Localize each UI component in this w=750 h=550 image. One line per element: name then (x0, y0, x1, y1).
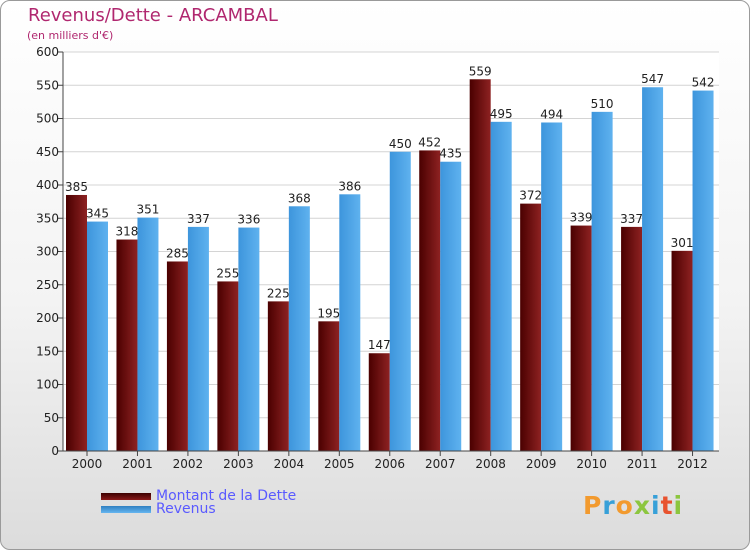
data-label-revenus: 450 (389, 137, 412, 151)
bar-dette (368, 353, 390, 451)
bar-revenus (692, 90, 714, 451)
legend-swatch-dette (101, 492, 151, 500)
bar-dette (671, 250, 693, 451)
bar-revenus (339, 194, 361, 451)
y-tick-label: 300 (36, 245, 59, 259)
logo-letter: i (651, 491, 661, 520)
y-tick-label: 450 (36, 145, 59, 159)
bar-dette (419, 150, 441, 452)
bar-revenus (187, 226, 209, 451)
bar-dette (166, 261, 188, 451)
data-label-revenus: 345 (86, 207, 109, 221)
data-label-dette: 255 (216, 266, 239, 280)
y-tick-label: 400 (36, 178, 59, 192)
chart-subtitle: (en milliers d'€) (27, 29, 114, 42)
bar-revenus (389, 151, 411, 451)
y-tick-label: 100 (36, 378, 59, 392)
bar-revenus (137, 217, 159, 451)
x-tick-label: 2000 (72, 457, 103, 471)
logo-letter: x (633, 491, 651, 520)
legend-item-dette: Montant de la Dette (101, 488, 296, 504)
bar-dette (217, 281, 239, 451)
x-tick-label: 2001 (122, 457, 153, 471)
x-tick-label: 2003 (223, 457, 254, 471)
x-tick-label: 2005 (324, 457, 355, 471)
y-tick-label: 150 (36, 344, 59, 358)
data-label-revenus: 336 (237, 213, 260, 227)
bar-revenus (642, 87, 664, 452)
data-label-dette: 452 (418, 135, 441, 149)
bar-dette (570, 225, 592, 451)
chart-title: Revenus/Dette - ARCAMBAL (28, 5, 278, 26)
bar-dette (520, 203, 542, 451)
data-label-dette: 195 (317, 306, 340, 320)
bar-dette (116, 239, 138, 451)
data-label-dette: 385 (65, 180, 88, 194)
x-tick-label: 2002 (173, 457, 204, 471)
bar-dette (621, 226, 643, 451)
bar-revenus (591, 111, 613, 451)
y-tick-label: 200 (36, 311, 59, 325)
bar-revenus (541, 122, 563, 452)
data-label-revenus: 494 (540, 107, 563, 121)
data-label-revenus: 510 (591, 97, 614, 111)
data-label-revenus: 542 (692, 76, 715, 90)
data-label-dette: 147 (368, 338, 391, 352)
x-tick-label: 2009 (526, 457, 557, 471)
bar-revenus (87, 221, 108, 451)
legend-item-revenus: Revenus (101, 501, 216, 517)
y-tick-label: 500 (36, 112, 59, 126)
data-label-revenus: 495 (490, 107, 513, 121)
x-tick-label: 2008 (475, 457, 506, 471)
x-tick-label: 2007 (425, 457, 456, 471)
x-tick-label: 2012 (677, 457, 708, 471)
legend-swatch-revenus (101, 505, 151, 513)
data-label-dette: 559 (469, 64, 492, 78)
bar-revenus (288, 206, 310, 451)
x-tick-label: 2004 (274, 457, 305, 471)
data-label-dette: 225 (267, 286, 290, 300)
data-label-revenus: 386 (338, 179, 361, 193)
legend-label-dette: Montant de la Dette (156, 488, 297, 504)
data-label-revenus: 435 (439, 147, 462, 161)
logo-letter: P (583, 491, 603, 520)
y-tick-label: 550 (36, 78, 59, 92)
data-label-dette: 372 (519, 189, 542, 203)
y-tick-label: 600 (36, 45, 59, 59)
logo-letter: t (660, 491, 674, 520)
data-label-dette: 285 (166, 246, 189, 260)
x-tick-label: 2006 (374, 457, 405, 471)
data-label-dette: 301 (671, 236, 694, 250)
y-tick-label: 250 (36, 278, 59, 292)
data-label-revenus: 547 (641, 72, 664, 86)
logo-letter: i (673, 491, 684, 520)
y-tick-label: 350 (36, 211, 59, 225)
data-label-dette: 337 (620, 212, 643, 226)
bar-revenus (440, 161, 462, 451)
proxiti-logo: Proxiti (583, 491, 683, 520)
bar-revenus (490, 121, 512, 451)
x-tick-label: 2010 (576, 457, 607, 471)
data-label-dette: 339 (570, 211, 593, 225)
logo-letter: r (602, 491, 616, 520)
bar-dette (66, 194, 87, 451)
bar-dette (318, 321, 340, 451)
data-label-dette: 318 (116, 225, 139, 239)
bar-dette (469, 79, 491, 451)
bar-revenus (238, 227, 260, 451)
x-tick-label: 2011 (627, 457, 658, 471)
bar-dette (267, 301, 289, 451)
data-label-revenus: 368 (288, 191, 311, 205)
y-tick-label: 0 (51, 444, 59, 458)
logo-letter: o (615, 491, 634, 520)
data-label-revenus: 337 (187, 212, 210, 226)
data-label-revenus: 351 (137, 203, 160, 217)
y-tick-label: 50 (44, 411, 59, 425)
legend-label-revenus: Revenus (156, 501, 216, 517)
